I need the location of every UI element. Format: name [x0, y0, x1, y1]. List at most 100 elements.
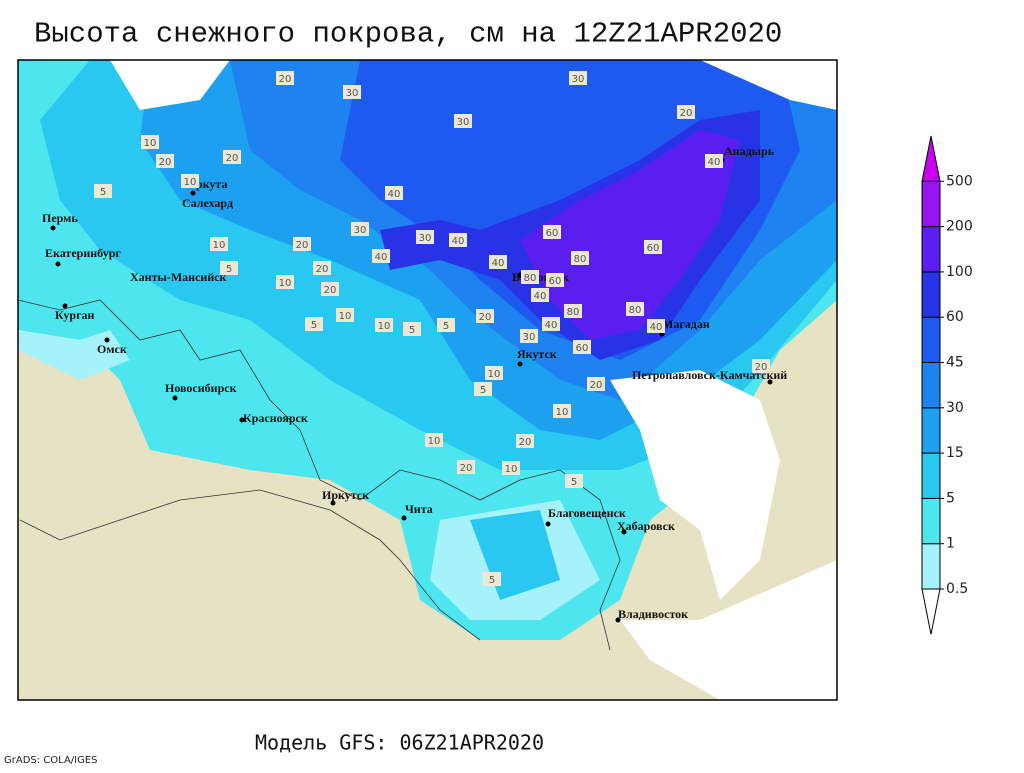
contour-label: 10	[378, 321, 391, 332]
contour-label: 40	[452, 236, 465, 247]
label-box	[313, 261, 331, 275]
label-box	[677, 105, 695, 119]
contour-label: 30	[457, 117, 470, 128]
label-box	[521, 270, 539, 284]
contour-label: 20	[479, 312, 492, 323]
label-box	[553, 404, 571, 418]
city-dot	[50, 225, 56, 231]
city-dot	[172, 395, 178, 401]
contour-label: 40	[650, 322, 663, 333]
city-label: Красноярск	[243, 411, 308, 425]
label-box	[474, 382, 492, 396]
city-label: Ханты-Мансийск	[130, 270, 227, 284]
legend-label: 100	[946, 264, 973, 280]
label-box	[181, 174, 199, 188]
city-dot	[621, 529, 627, 535]
city-label: Магадан	[662, 317, 710, 331]
contour-label: 20	[324, 285, 337, 296]
contour-label: 10	[339, 311, 352, 322]
label-box	[385, 186, 403, 200]
contour-label: 60	[546, 228, 559, 239]
label-box	[403, 322, 421, 336]
title: Высота снежного покрова, см на 12Z21APR2…	[34, 18, 782, 51]
label-box	[276, 275, 294, 289]
contour-label: 10	[184, 177, 197, 188]
city-label: Иркутск	[322, 488, 369, 502]
contour-label: 20	[590, 380, 603, 391]
label-box	[336, 308, 354, 322]
contour-label: 5	[480, 385, 486, 396]
contour-label: 40	[492, 258, 505, 269]
contour-label: 20	[316, 264, 329, 275]
legend-band	[921, 588, 941, 635]
legend-label: 200	[946, 219, 973, 235]
legend-label: 0.5	[946, 581, 968, 597]
city-dot	[104, 337, 110, 343]
label-box	[520, 329, 538, 343]
borders	[17, 299, 621, 651]
city-dot	[767, 379, 773, 385]
snow-area	[18, 330, 600, 620]
snow-area	[520, 130, 740, 340]
legend-label: 30	[946, 400, 964, 416]
label-box	[276, 71, 294, 85]
legend-band	[921, 180, 941, 228]
sea	[110, 60, 837, 700]
label-box	[437, 318, 455, 332]
contour-label: 5	[226, 264, 232, 275]
legend-band	[921, 543, 941, 590]
contour-label: 10	[488, 369, 501, 380]
city-label: Салехард	[182, 196, 233, 210]
map	[17, 59, 838, 701]
city-label: Курган	[55, 308, 95, 322]
city-label: Чита	[405, 502, 433, 516]
city-dot	[517, 361, 523, 367]
label-box	[502, 461, 520, 475]
label-box	[141, 135, 159, 149]
label-box	[644, 240, 662, 254]
contour-label: 10	[213, 240, 226, 251]
contour-label: 80	[629, 305, 642, 316]
label-box	[416, 230, 434, 244]
city-label: Благовещенск	[548, 506, 626, 520]
city-label: Петропавловск-Камчатский	[632, 368, 787, 382]
subtitle: Модель GFS: 06Z21APR2020	[255, 731, 544, 755]
contour-label: 20	[519, 437, 532, 448]
label-box	[546, 273, 564, 287]
contour-label: 10	[505, 464, 518, 475]
contour-label: 10	[144, 138, 157, 149]
city-label: Омск	[97, 342, 127, 356]
label-box	[293, 237, 311, 251]
contour-label: 30	[354, 225, 367, 236]
map-frame	[17, 59, 838, 701]
label-box	[223, 150, 241, 164]
city-label: Пермь	[42, 211, 78, 225]
label-box	[752, 359, 770, 373]
label-box	[210, 237, 228, 251]
label-box	[626, 302, 644, 316]
legend-band	[921, 135, 941, 182]
label-box	[449, 233, 467, 247]
contour-label: 40	[375, 252, 388, 263]
label-box	[587, 377, 605, 391]
label-box	[321, 282, 339, 296]
label-box	[531, 288, 549, 302]
label-box	[485, 366, 503, 380]
contour-label: 20	[755, 362, 768, 373]
label-box	[543, 225, 561, 239]
legend-label: 15	[946, 445, 964, 461]
label-box	[425, 433, 443, 447]
label-box	[372, 249, 390, 263]
contour-label: 20	[460, 463, 473, 474]
city-dot	[55, 261, 61, 267]
legend-band	[921, 271, 941, 318]
label-box	[705, 154, 723, 168]
legend-label: 45	[946, 355, 964, 371]
legend-band	[921, 226, 941, 273]
contour-label: 30	[523, 332, 536, 343]
label-box	[483, 572, 501, 586]
legend-band	[921, 407, 941, 454]
contour-label: 60	[576, 343, 589, 354]
label-box	[94, 184, 112, 198]
